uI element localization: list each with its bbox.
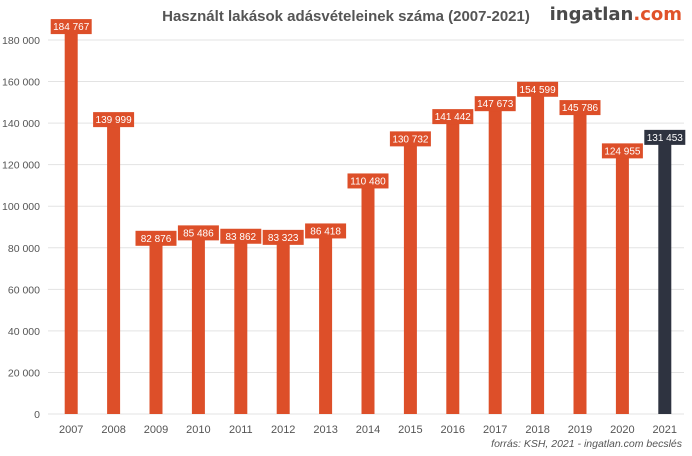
bar [149,241,163,414]
x-tick-label: 2008 [101,424,125,436]
bar [361,184,375,414]
value-label: 139 999 [96,115,133,126]
value-label: 131 453 [647,133,684,144]
y-tick-label: 140 000 [2,118,40,130]
value-label: 82 876 [141,234,172,245]
bar [319,234,333,414]
value-label-box [601,143,643,159]
value-label-box [177,225,219,241]
value-label: 83 862 [226,232,257,243]
value-label: 147 673 [477,99,514,110]
value-label-box [347,173,389,189]
value-label: 83 323 [268,233,299,244]
bar [276,240,290,414]
value-label: 154 599 [520,85,557,96]
source-note: forrás: KSH, 2021 - ingatlan.com becslés [491,438,682,450]
value-label: 124 955 [604,146,641,157]
value-label-box [559,100,601,116]
y-tick-label: 80 000 [8,243,40,255]
bar [446,120,460,414]
chart-title: Használt lakások adásvételeinek száma (2… [162,8,530,25]
x-tick-label: 2017 [483,424,507,436]
value-label-box [474,96,516,112]
value-label: 145 786 [562,103,599,114]
y-tick-label: 120 000 [2,160,40,172]
value-label: 85 486 [183,228,214,239]
y-tick-label: 180 000 [2,35,40,47]
x-tick-label: 2014 [356,424,380,436]
x-tick-label: 2019 [568,424,592,436]
x-tick-label: 2012 [271,424,295,436]
y-tick-label: 160 000 [2,77,40,89]
bar [64,30,78,414]
bar [615,154,629,414]
bar [573,111,587,415]
value-label-box [644,129,686,145]
bar [107,123,121,414]
x-tick-label: 2020 [610,424,634,436]
logo-part1: ingatlan [549,4,634,25]
value-label-box [389,131,431,147]
value-label-box [305,223,347,239]
y-tick-label: 100 000 [2,201,40,213]
x-tick-label: 2009 [144,424,168,436]
value-label-box [432,109,474,125]
x-tick-label: 2011 [229,424,253,436]
value-label-box [517,81,559,97]
x-tick-label: 2013 [313,424,337,436]
value-label-box [135,230,177,246]
x-tick-label: 2016 [441,424,465,436]
bar [658,140,672,414]
x-tick-label: 2021 [653,424,677,436]
y-tick-label: 20 000 [8,367,40,379]
value-label: 130 732 [392,134,429,145]
y-tick-label: 60 000 [8,284,40,296]
value-label: 86 418 [310,226,341,237]
x-tick-label: 2018 [525,424,549,436]
value-label-box [50,19,92,35]
value-label-box [262,229,304,245]
x-tick-label: 2010 [186,424,210,436]
ingatlan-logo: ingatlan.com [550,4,682,25]
x-tick-label: 2015 [398,424,422,436]
logo-part2: .com [633,4,682,25]
y-tick-label: 0 [34,409,40,421]
y-tick-label: 40 000 [8,326,40,338]
value-label: 110 480 [350,176,386,187]
value-label: 141 442 [435,112,472,123]
x-tick-label: 2007 [59,424,83,436]
value-label-box [93,112,135,128]
bar [234,239,248,414]
bar [488,107,502,414]
value-label-box [220,228,262,244]
bar [191,236,205,414]
value-label: 184 767 [53,22,90,33]
bar [403,142,417,414]
bar [531,92,545,414]
